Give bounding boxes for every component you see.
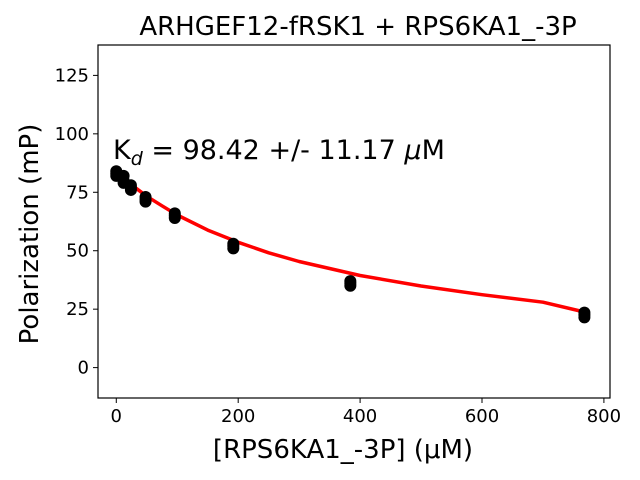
kd-annotation: Kd = 98.42 +/- 11.17 μM	[113, 135, 445, 170]
data-point	[344, 279, 357, 292]
kd-prefix: K	[113, 135, 132, 166]
data-point	[578, 311, 591, 324]
kd-unit-rest: M	[422, 135, 445, 166]
kd-unit-mu: μ	[403, 135, 421, 166]
x-tick-label: 400	[343, 406, 377, 427]
x-tick-label: 0	[111, 406, 122, 427]
y-tick-label: 125	[55, 65, 89, 86]
chart-title: ARHGEF12-fRSK1 + RPS6KA1_-3P	[139, 12, 576, 42]
x-tick-label: 600	[465, 406, 499, 427]
data-point	[227, 242, 240, 255]
x-tick-label: 200	[221, 406, 255, 427]
y-tick-label: 75	[66, 182, 89, 203]
x-axis-title: [RPS6KA1_-3P] (μM)	[213, 435, 473, 465]
plot-area: 0 200 400 600 800 0 25 50 75 100 125	[55, 44, 621, 427]
y-tick-label: 50	[66, 241, 89, 262]
y-axis-title: Polarization (mP)	[15, 124, 45, 345]
data-point	[139, 195, 152, 208]
y-tick-label: 0	[78, 358, 89, 379]
data-point	[168, 211, 181, 224]
y-tick-label: 100	[55, 124, 89, 145]
data-point	[124, 183, 137, 196]
y-tick-label: 25	[66, 299, 89, 320]
kd-body: = 98.42 +/- 11.17	[143, 135, 405, 166]
kd-subscript: d	[131, 148, 144, 170]
axes-frame	[97, 44, 611, 399]
x-tick-label: 800	[587, 406, 621, 427]
